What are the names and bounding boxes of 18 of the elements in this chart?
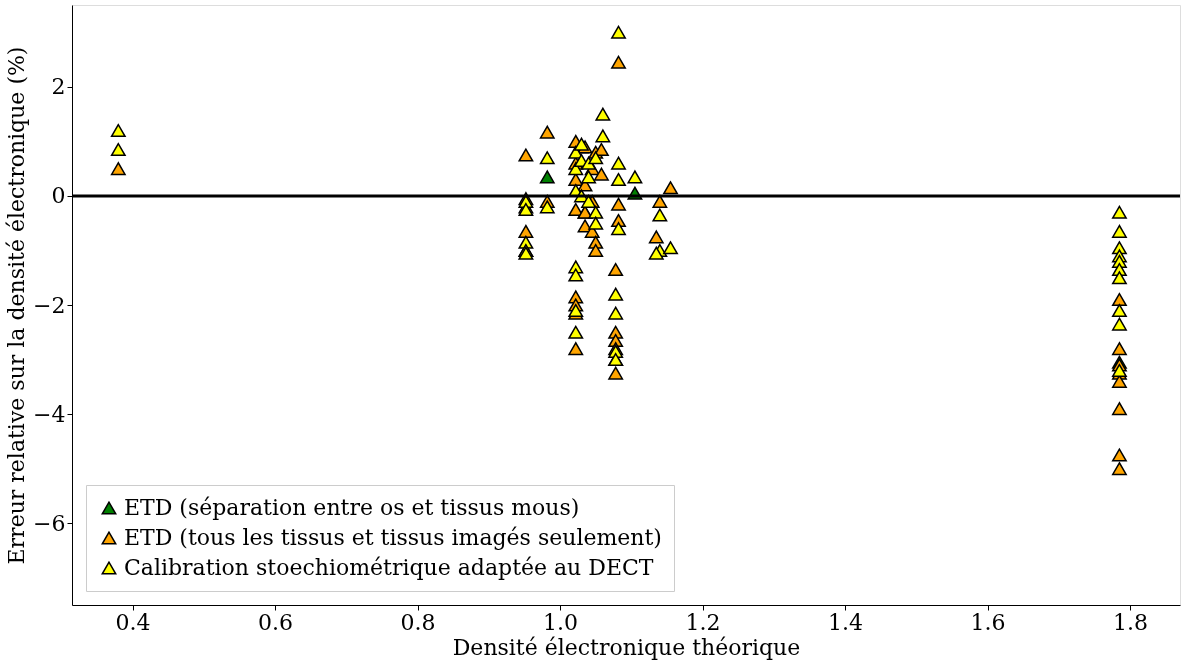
- x-tick-label: 1.6: [970, 609, 1006, 635]
- x-tick-label: 1.8: [1113, 609, 1149, 635]
- x-tick-label: 1.4: [828, 609, 864, 635]
- x-tick-label: 0.6: [258, 609, 294, 635]
- legend-label: ETD (tous les tissus et tissus imagés seulement): [124, 525, 662, 550]
- y-axis-title: Erreur relative sur la densité électronique (%): [4, 46, 30, 565]
- y-tick-label: −2: [33, 292, 66, 318]
- x-tick-label: 0.8: [400, 609, 436, 635]
- y-tick-label: 2: [51, 74, 66, 100]
- legend-label: Calibration stoechiométrique adaptée au DECT: [124, 555, 654, 580]
- y-tick-label: −4: [33, 401, 66, 427]
- y-tick-label: −6: [33, 510, 66, 536]
- x-tick-label: 1.0: [543, 609, 579, 635]
- y-tick-label: 0: [51, 183, 66, 209]
- x-axis-title: Densité électronique théorique: [452, 634, 801, 660]
- x-tick-label: 0.4: [115, 609, 151, 635]
- legend-label: ETD (séparation entre os et tissus mous): [124, 495, 580, 520]
- x-tick-label: 1.2: [685, 609, 721, 635]
